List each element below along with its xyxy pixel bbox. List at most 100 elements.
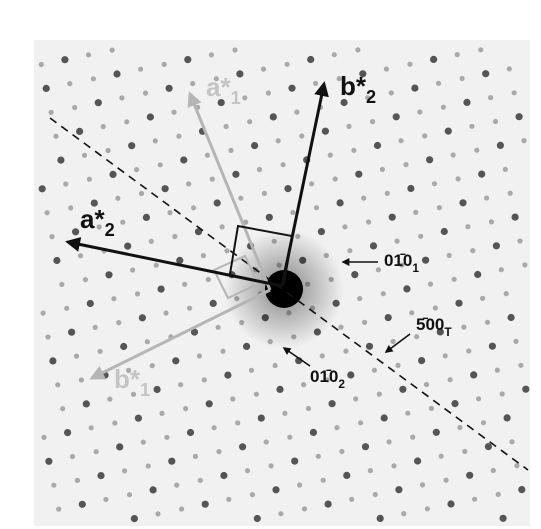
diffraction-spot — [224, 372, 231, 379]
diffraction-spot — [139, 314, 146, 321]
diffraction-spot — [470, 371, 477, 378]
diffraction-spot — [187, 306, 192, 311]
diffraction-spot — [437, 205, 442, 210]
diffraction-spot — [462, 449, 467, 454]
diffraction-spot — [407, 185, 414, 192]
diffraction-spot — [155, 511, 160, 516]
diffraction-spot — [110, 48, 115, 53]
diffraction-spot — [393, 113, 400, 120]
diffraction-spot — [480, 296, 485, 301]
diffraction-spot — [307, 56, 314, 63]
diffraction-spot — [385, 191, 390, 196]
diffraction-spot — [485, 443, 492, 450]
diffraction-spot — [273, 363, 278, 368]
diffraction-spot — [508, 314, 515, 321]
diffraction-spot — [430, 56, 437, 63]
diffraction-spot — [407, 62, 412, 67]
diffraction-spot — [78, 253, 83, 258]
diffraction-spot — [150, 486, 157, 493]
label-subscript: 2 — [105, 220, 115, 240]
diffraction-spot — [55, 382, 60, 387]
diffraction-spot — [461, 325, 466, 330]
diffraction-spot — [504, 414, 511, 421]
label-text: b* — [340, 71, 367, 101]
diffraction-spot — [329, 400, 336, 407]
diffraction-spot — [86, 52, 91, 57]
diffraction-spot — [93, 325, 98, 330]
diffraction-spot — [455, 300, 462, 307]
diffraction-spot — [346, 124, 351, 129]
diffraction-spot — [45, 458, 52, 465]
diffraction-spot — [56, 507, 61, 512]
diffraction-spot — [95, 99, 102, 106]
diffraction-spot — [433, 305, 438, 310]
diffraction-spot — [124, 243, 131, 250]
diffraction-spot — [287, 435, 292, 440]
diffraction-spot — [153, 138, 158, 143]
diffraction-spot — [270, 113, 277, 120]
diffraction-spot — [508, 191, 513, 196]
diffraction-spot — [347, 371, 354, 378]
diffraction-spot — [130, 267, 135, 272]
diffraction-spot — [67, 81, 72, 86]
diffraction-spot — [395, 486, 402, 493]
diffraction-spot — [514, 463, 519, 468]
diffraction-spot — [368, 468, 373, 473]
diffraction-spot — [333, 176, 338, 181]
diffraction-spot — [399, 138, 404, 143]
diffraction-spot — [72, 105, 77, 110]
diffraction-spot — [470, 248, 475, 253]
diffraction-spot — [351, 148, 356, 153]
diffraction-spot — [504, 291, 509, 296]
diffraction-spot — [214, 199, 221, 206]
label-text: 01̄0 — [310, 367, 338, 386]
diffraction-spot — [164, 435, 169, 440]
diffraction-spot — [387, 439, 392, 444]
diffraction-spot — [451, 152, 456, 157]
diffraction-spot — [64, 306, 69, 311]
diffraction-spot — [355, 47, 360, 52]
diffraction-spot — [83, 277, 88, 282]
diffraction-spot — [242, 95, 247, 100]
diffraction-spot — [239, 443, 246, 450]
diffraction-spot — [478, 47, 483, 52]
diffraction-spot — [472, 497, 477, 502]
diffraction-spot — [72, 228, 79, 235]
diffraction-spot — [122, 468, 127, 473]
diffraction-spot — [87, 177, 92, 182]
diffraction-spot — [39, 62, 44, 67]
diffraction-spot — [105, 271, 112, 278]
diffraction-spot — [377, 515, 384, 522]
diffraction-spot — [79, 501, 86, 508]
diffraction-spot — [159, 411, 164, 416]
diffraction-spot — [53, 257, 60, 264]
diffraction-spot — [284, 185, 291, 192]
diffraction-spot — [432, 181, 437, 186]
diffraction-spot — [115, 196, 120, 201]
diffraction-spot — [316, 454, 321, 459]
diffraction-spot — [272, 486, 279, 493]
diffraction-spot — [301, 382, 306, 387]
diffraction-spot — [381, 414, 388, 421]
diffraction-spot — [139, 191, 144, 196]
diffraction-spot — [500, 391, 505, 396]
diffraction-spot — [172, 234, 177, 239]
diffraction-spot — [184, 56, 191, 63]
diffraction-spot — [466, 348, 471, 353]
diffraction-spot — [339, 449, 344, 454]
diffraction-spot — [362, 443, 369, 450]
diffraction-spot — [491, 468, 496, 473]
diffraction-spot — [489, 219, 494, 224]
diffraction-spot — [320, 353, 325, 358]
diffraction-spot — [226, 497, 231, 502]
diffraction-spot — [288, 85, 295, 92]
diffraction-spot — [489, 343, 496, 350]
diffraction-spot — [235, 420, 240, 425]
diffraction-spot — [328, 153, 333, 158]
diffraction-spot — [499, 267, 504, 272]
diffraction-spot — [266, 90, 271, 95]
diffraction-spot — [232, 47, 237, 52]
diffraction-spot — [411, 85, 418, 92]
diffraction-spot — [154, 263, 159, 268]
diffraction-spot — [441, 105, 446, 110]
